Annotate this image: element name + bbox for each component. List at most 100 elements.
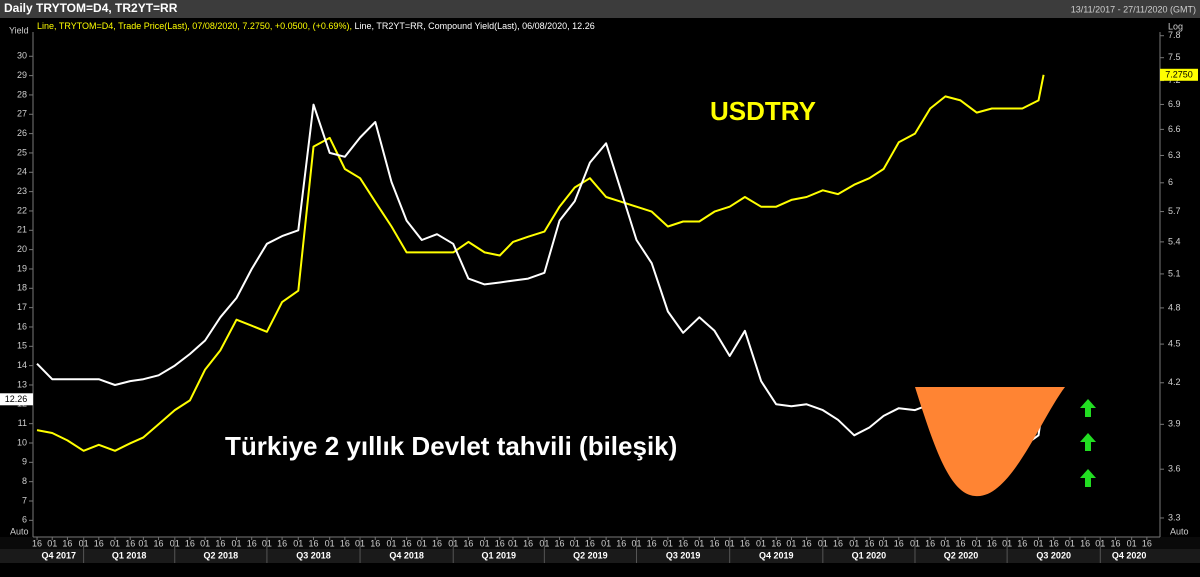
x-tick-label: 16 bbox=[956, 538, 966, 548]
last-value-box bbox=[1160, 68, 1198, 81]
x-tick-label: 01 bbox=[417, 538, 427, 548]
x-tick-label: 16 bbox=[1080, 538, 1090, 548]
x-tick-label: 01 bbox=[110, 538, 120, 548]
legend: Line, TRYTOM=D4, Trade Price(Last), 07/0… bbox=[37, 21, 595, 31]
x-tick-label: 16 bbox=[185, 538, 195, 548]
x-tick-label: 16 bbox=[925, 538, 935, 548]
x-tick-label: 01 bbox=[47, 538, 57, 548]
y2-tick-label: 6.6 bbox=[1168, 124, 1181, 134]
quarter-row bbox=[0, 549, 1200, 563]
x-tick-label: 01 bbox=[1034, 538, 1044, 548]
x-tick-label: 01 bbox=[786, 538, 796, 548]
x-tick-label: 01 bbox=[879, 538, 889, 548]
y-tick-label: 8 bbox=[22, 476, 27, 486]
y-tick-label: 22 bbox=[17, 205, 27, 215]
y2-tick-label: 3.3 bbox=[1168, 512, 1181, 522]
y2-tick-label: 5.7 bbox=[1168, 206, 1181, 216]
y-tick-label: 24 bbox=[17, 167, 27, 177]
y-tick-label: 11 bbox=[18, 418, 27, 428]
y2-tick-label: 5.1 bbox=[1168, 268, 1181, 278]
y2-tick-label: 7.8 bbox=[1168, 30, 1181, 40]
y2-tick-label: 7.5 bbox=[1168, 52, 1181, 62]
quarter-label: Q4 2018 bbox=[389, 550, 424, 560]
quarter-label: Q1 2020 bbox=[852, 550, 887, 560]
legend-entry: Line, TRYTOM=D4, Trade Price(Last), 07/0… bbox=[37, 21, 352, 31]
y-tick-label: 25 bbox=[17, 147, 27, 157]
last-value-label: 12.26 bbox=[5, 394, 28, 404]
y-tick-label: 6 bbox=[22, 515, 27, 525]
x-tick-label: 16 bbox=[555, 538, 565, 548]
annotation: USDTRY bbox=[710, 96, 816, 126]
x-tick-label: 01 bbox=[694, 538, 704, 548]
x-tick-label: 01 bbox=[232, 538, 242, 548]
x-tick-label: 16 bbox=[94, 538, 104, 548]
last-value-label: 7.2750 bbox=[1165, 70, 1193, 80]
x-tick-label: 01 bbox=[601, 538, 611, 548]
x-tick-label: 16 bbox=[463, 538, 473, 548]
header-bar bbox=[0, 0, 1200, 18]
x-tick-label: 01 bbox=[508, 538, 518, 548]
x-tick-label: 01 bbox=[756, 538, 766, 548]
y2-axis-label: Log bbox=[1168, 21, 1183, 31]
series-line bbox=[36, 74, 1045, 452]
x-tick-label: 01 bbox=[663, 538, 673, 548]
y-tick-label: 7 bbox=[22, 495, 27, 505]
x-tick-label: 16 bbox=[308, 538, 318, 548]
y2-tick-label: 6.3 bbox=[1168, 150, 1181, 160]
quarter-label: Q2 2020 bbox=[944, 550, 979, 560]
x-tick-label: 16 bbox=[495, 538, 505, 548]
y-tick-label: 26 bbox=[17, 128, 27, 138]
y2-tick-label: 4.2 bbox=[1168, 377, 1181, 387]
y2-tick-label: 5.4 bbox=[1168, 236, 1181, 246]
y2-tick-label: 6.9 bbox=[1168, 99, 1181, 109]
quarter-label: Q4 2019 bbox=[759, 550, 794, 560]
series-line bbox=[36, 103, 1045, 470]
x-tick-label: 16 bbox=[864, 538, 874, 548]
y-tick-label: 29 bbox=[17, 70, 27, 80]
quarter-label: Q3 2019 bbox=[666, 550, 701, 560]
y2-tick-label: 4.5 bbox=[1168, 338, 1181, 348]
x-tick-label: 16 bbox=[585, 538, 595, 548]
quarter-label: Q2 2018 bbox=[204, 550, 239, 560]
x-tick-label: 16 bbox=[62, 538, 72, 548]
x-tick-label: 16 bbox=[32, 538, 42, 548]
header-title: Daily TRYTOM=D4, TR2YT=RR bbox=[4, 1, 178, 15]
auto-label: Auto bbox=[1170, 526, 1189, 536]
x-tick-label: 16 bbox=[340, 538, 350, 548]
x-tick-label: 16 bbox=[802, 538, 812, 548]
x-tick-label: 01 bbox=[200, 538, 210, 548]
x-tick-label: 01 bbox=[480, 538, 490, 548]
x-tick-label: 16 bbox=[1017, 538, 1027, 548]
y-tick-label: 9 bbox=[22, 457, 27, 467]
header-range: 13/11/2017 - 27/11/2020 (GMT) bbox=[1071, 4, 1196, 14]
arrow bbox=[1080, 433, 1096, 451]
y2-tick-label: 3.9 bbox=[1168, 419, 1181, 429]
x-tick-label: 16 bbox=[833, 538, 843, 548]
x-tick-label: 01 bbox=[940, 538, 950, 548]
annotation: Türkiye 2 yıllık Devlet tahvili (bileşik… bbox=[225, 431, 677, 461]
x-tick-label: 01 bbox=[1127, 538, 1137, 548]
y-tick-label: 18 bbox=[17, 283, 27, 293]
x-tick-label: 01 bbox=[1065, 538, 1075, 548]
x-tick-label: 16 bbox=[987, 538, 997, 548]
x-tick-label: 01 bbox=[570, 538, 580, 548]
x-tick-label: 16 bbox=[432, 538, 442, 548]
y-tick-label: 15 bbox=[17, 341, 27, 351]
x-tick-label: 16 bbox=[894, 538, 904, 548]
x-tick-label: 16 bbox=[523, 538, 533, 548]
quarter-label: Q3 2018 bbox=[296, 550, 331, 560]
x-tick-label: 16 bbox=[771, 538, 781, 548]
x-tick-label: 01 bbox=[849, 538, 859, 548]
plot-area bbox=[36, 74, 1045, 470]
y-tick-label: 19 bbox=[17, 263, 27, 273]
x-tick-label: 16 bbox=[215, 538, 225, 548]
last-value-box bbox=[0, 393, 33, 406]
x-tick-label: 16 bbox=[154, 538, 164, 548]
x-tick-label: 16 bbox=[1049, 538, 1059, 548]
x-tick-label: 16 bbox=[370, 538, 380, 548]
quarter-label: Q1 2018 bbox=[112, 550, 147, 560]
y2-tick-label: 3.6 bbox=[1168, 464, 1181, 474]
